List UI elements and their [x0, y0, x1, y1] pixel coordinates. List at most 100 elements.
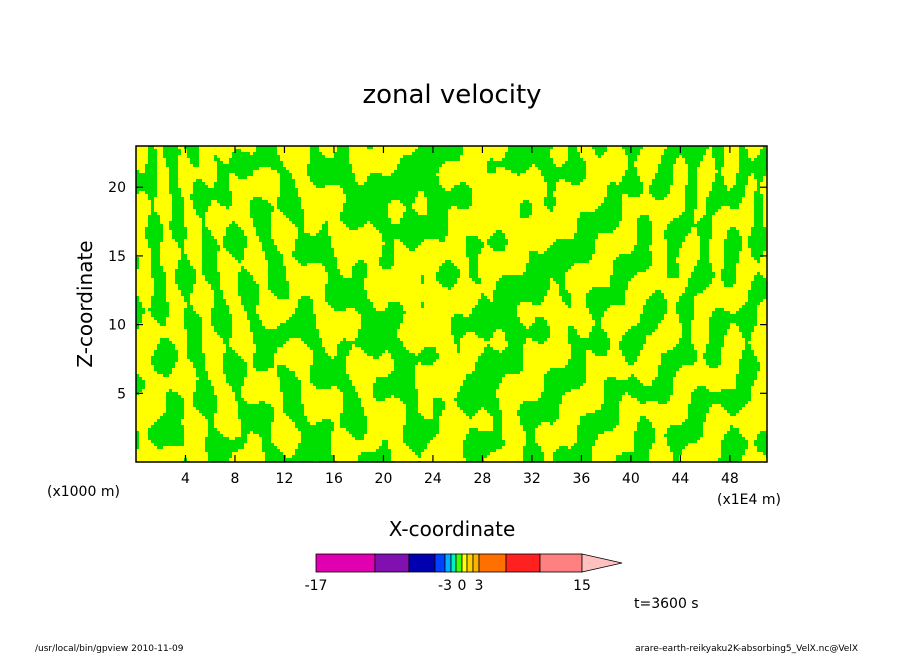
field-cell [397, 182, 400, 185]
field-cell [238, 149, 241, 152]
field-cell [196, 161, 199, 164]
field-cell [409, 242, 412, 245]
field-cell [244, 275, 247, 278]
field-cell [154, 155, 157, 158]
field-cell [325, 221, 328, 224]
field-cell [328, 239, 331, 242]
field-cell [271, 266, 274, 269]
field-cell [733, 275, 736, 278]
field-cell [658, 167, 661, 170]
field-cell [340, 182, 343, 185]
field-cell [748, 173, 751, 176]
field-cell [322, 179, 325, 182]
field-cell [226, 167, 229, 170]
field-cell [457, 191, 460, 194]
field-cell [436, 224, 439, 227]
field-cell [424, 182, 427, 185]
field-cell [157, 260, 160, 263]
field-cell [175, 170, 178, 173]
field-cell [193, 146, 196, 149]
field-cell [196, 188, 199, 191]
field-cell [673, 221, 676, 224]
field-cell [634, 155, 637, 158]
field-cell [640, 245, 643, 248]
field-cell [697, 263, 700, 266]
field-cell [232, 224, 235, 227]
field-cell [202, 212, 205, 215]
field-cell [562, 254, 565, 257]
field-cell [181, 218, 184, 221]
field-cell [262, 161, 265, 164]
field-cell [190, 161, 193, 164]
field-cell [670, 230, 673, 233]
field-cell [172, 182, 175, 185]
field-cell [535, 164, 538, 167]
field-cell [322, 227, 325, 230]
field-cell [733, 227, 736, 230]
field-cell [607, 230, 610, 233]
field-cell [421, 227, 424, 230]
field-cell [406, 203, 409, 206]
field-cell [451, 194, 454, 197]
field-cell [529, 263, 532, 266]
field-cell [304, 263, 307, 266]
field-cell [346, 290, 349, 293]
field-cell [295, 188, 298, 191]
field-cell [616, 263, 619, 266]
field-cell [310, 158, 313, 161]
field-cell [592, 224, 595, 227]
field-cell [139, 179, 142, 182]
field-cell [622, 266, 625, 269]
field-cell [763, 167, 766, 170]
field-cell [610, 203, 613, 206]
field-cell [559, 272, 562, 275]
field-cell [574, 242, 577, 245]
field-cell [181, 197, 184, 200]
field-cell [637, 233, 640, 236]
field-cell [637, 260, 640, 263]
field-cell [496, 236, 499, 239]
field-cell [502, 299, 505, 302]
field-cell [172, 149, 175, 152]
field-cell [181, 251, 184, 254]
field-cell [418, 218, 421, 221]
field-cell [199, 182, 202, 185]
field-cell [700, 263, 703, 266]
field-cell [421, 176, 424, 179]
field-cell [466, 185, 469, 188]
field-cell [361, 296, 364, 299]
field-cell [376, 206, 379, 209]
field-cell [571, 155, 574, 158]
field-cell [172, 146, 175, 149]
field-cell [565, 239, 568, 242]
field-cell [694, 287, 697, 290]
field-cell [460, 191, 463, 194]
field-cell [547, 149, 550, 152]
field-cell [421, 188, 424, 191]
field-cell [700, 227, 703, 230]
field-cell [340, 284, 343, 287]
field-cell [430, 230, 433, 233]
field-cell [706, 254, 709, 257]
field-cell [196, 197, 199, 200]
field-cell [439, 203, 442, 206]
field-cell [169, 179, 172, 182]
field-cell [706, 203, 709, 206]
field-cell [325, 164, 328, 167]
field-cell [688, 170, 691, 173]
field-cell [496, 164, 499, 167]
field-cell [430, 191, 433, 194]
field-cell [265, 161, 268, 164]
field-cell [274, 269, 277, 272]
field-cell [388, 236, 391, 239]
field-cell [670, 251, 673, 254]
field-cell [508, 158, 511, 161]
field-cell [382, 254, 385, 257]
field-cell [490, 239, 493, 242]
field-cell [733, 248, 736, 251]
field-cell [403, 203, 406, 206]
field-cell [208, 239, 211, 242]
field-cell [730, 284, 733, 287]
field-cell [553, 263, 556, 266]
field-cell [727, 197, 730, 200]
